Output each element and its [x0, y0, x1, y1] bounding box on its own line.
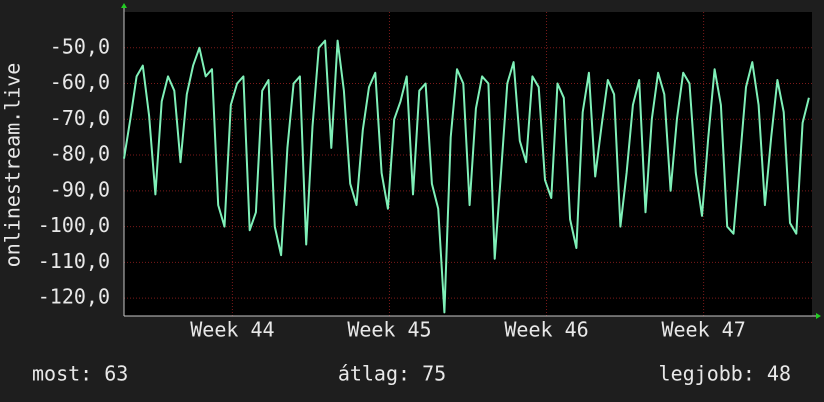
x-tick-label: Week 45 [347, 318, 431, 342]
y-axis-arrow [121, 3, 127, 8]
x-tick-label: Week 47 [661, 318, 745, 342]
y-tick-label: -70,0 [50, 106, 110, 130]
line-series [123, 39, 810, 314]
y-tick-label: -60,0 [50, 70, 110, 94]
x-tick-label: Week 44 [190, 318, 274, 342]
y-tick-label: -90,0 [50, 177, 110, 201]
x-tick-label: Week 46 [504, 318, 588, 342]
footer-average: átlag: 75 [338, 362, 446, 386]
footer-current: most: 63 [32, 362, 128, 386]
y-axis-label: onlinestream.live [1, 63, 25, 268]
y-tick-label: -110,0 [38, 249, 110, 273]
y-tick-label: -80,0 [50, 142, 110, 166]
y-tick-label: -120,0 [38, 285, 110, 309]
footer-best: legjobb: 48 [659, 362, 791, 386]
y-tick-label: -100,0 [38, 213, 110, 237]
y-tick-label: -50,0 [50, 34, 110, 58]
x-axis-arrow [816, 313, 821, 319]
